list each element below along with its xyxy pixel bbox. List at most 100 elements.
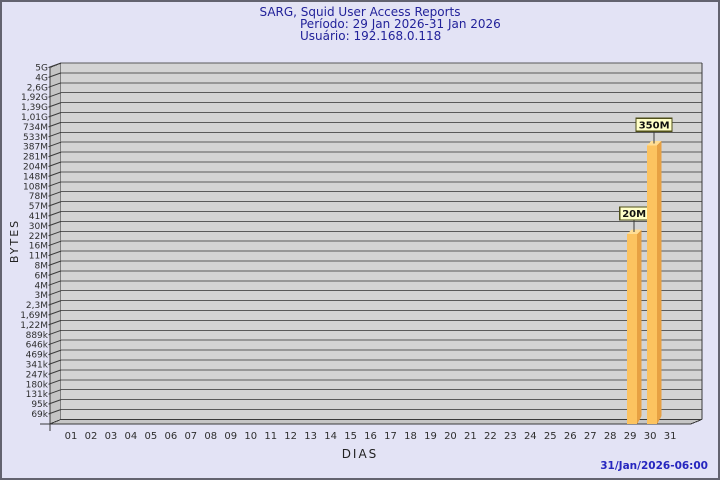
y-tick-label: 4G — [35, 73, 48, 83]
x-tick-label: 18 — [404, 431, 417, 442]
x-tick-label: 15 — [344, 431, 357, 442]
y-tick-label: 734M — [23, 123, 48, 133]
x-tick-label: 23 — [504, 431, 517, 442]
x-tick-label: 04 — [125, 431, 138, 442]
y-tick-label: 204M — [23, 163, 48, 173]
x-tick-label: 20 — [444, 431, 457, 442]
y-tick-label: 2,3M — [26, 301, 48, 311]
y-tick-connector — [48, 211, 62, 217]
y-tick-label: 533M — [23, 133, 48, 143]
x-tick-label: 26 — [564, 431, 577, 442]
y-tick-connector — [48, 399, 62, 405]
x-tick-label: 29 — [624, 431, 637, 442]
x-tick-label: 30 — [644, 431, 657, 442]
x-tick-label: 11 — [264, 431, 277, 442]
y-tick-connector — [48, 349, 62, 356]
y-tick-label: 180k — [26, 380, 49, 390]
y-tick-label: 5G — [35, 64, 48, 74]
y-tick-connector — [48, 260, 62, 266]
y-tick-label: 281M — [23, 153, 48, 163]
y-tick-connector — [48, 389, 62, 395]
y-tick-label: 11M — [29, 252, 48, 262]
y-tick-connector — [48, 72, 62, 78]
bar-front-face — [627, 233, 638, 424]
x-tick-label: 28 — [604, 431, 617, 442]
bar-day-29 — [627, 229, 642, 424]
bar-side-face — [657, 140, 662, 424]
y-tick-connector — [48, 230, 62, 237]
y-tick-connector — [48, 62, 62, 68]
x-tick-label: 17 — [384, 431, 397, 442]
x-tick-label: 24 — [524, 431, 537, 442]
y-tick-connector — [48, 151, 62, 158]
y-tick-connector — [48, 280, 62, 286]
y-tick-connector — [48, 161, 62, 167]
report-title: SARG, Squid User Access Reports — [259, 5, 461, 19]
y-tick-connector — [48, 171, 62, 177]
y-tick-connector — [48, 102, 62, 108]
y-tick-label: 78M — [29, 192, 48, 202]
y-tick-connector — [48, 290, 62, 296]
y-tick-label: 1,69M — [20, 311, 48, 321]
y-axis-title: BYTES — [8, 218, 21, 264]
x-tick-label: 05 — [145, 431, 158, 442]
y-tick-connector — [48, 379, 62, 385]
y-tick-connector — [48, 240, 62, 247]
y-tick-label: 247k — [26, 370, 49, 380]
x-tick-label: 27 — [584, 431, 597, 442]
y-tick-label: 2,6G — [27, 83, 48, 93]
x-tick-label: 06 — [164, 431, 177, 442]
bar-side-face — [637, 229, 642, 424]
y-tick-connector — [48, 220, 62, 227]
y-tick-connector — [48, 369, 62, 375]
x-tick-label: 19 — [424, 431, 437, 442]
y-tick-connector — [48, 121, 62, 128]
y-tick-label: 30M — [29, 222, 48, 232]
y-tick-label: 1,01G — [21, 113, 48, 123]
report-header: SARG, Squid User Access Reports Período:… — [2, 6, 718, 42]
y-tick-connector — [48, 359, 62, 365]
report-period: Período: 29 Jan 2026-31 Jan 2026 — [300, 17, 501, 31]
y-tick-label: 6M — [35, 271, 49, 281]
y-tick-connector — [48, 409, 62, 415]
y-tick-connector — [48, 300, 62, 306]
y-tick-connector — [48, 131, 62, 138]
x-tick-label: 09 — [224, 431, 237, 442]
y-tick-connector — [48, 270, 62, 276]
bar-value-label: 350M — [639, 120, 670, 131]
y-tick-connector — [48, 191, 62, 197]
x-tick-label: 14 — [324, 431, 337, 442]
y-tick-label: 469k — [26, 351, 49, 361]
y-tick-connector — [48, 141, 62, 148]
report-user: Usuário: 192.168.0.118 — [300, 29, 442, 43]
y-tick-label: 16M — [29, 242, 48, 252]
y-tick-label: 387M — [23, 143, 48, 153]
y-tick-connector — [48, 310, 62, 316]
x-axis-floor — [49, 418, 703, 425]
y-tick-label: 69k — [31, 410, 48, 420]
y-tick-label: 108M — [23, 182, 48, 192]
y-tick-connector — [48, 319, 62, 326]
y-tick-connector — [48, 82, 62, 88]
y-tick-label: 131k — [26, 390, 49, 400]
y-tick-label: 4M — [35, 281, 49, 291]
x-tick-label: 07 — [184, 431, 197, 442]
y-tick-label: 1,39G — [21, 103, 48, 113]
y-tick-label: 1,92G — [21, 93, 48, 103]
y-tick-connector — [48, 339, 62, 346]
y-tick-label: 889k — [26, 331, 49, 341]
x-axis-title: DIAS — [341, 447, 379, 461]
bar-value-label-box — [635, 117, 673, 132]
y-tick-label: 95k — [31, 400, 48, 410]
x-tick-label: 10 — [244, 431, 257, 442]
bar-front-face — [647, 145, 658, 424]
x-tick-label: 21 — [464, 431, 477, 442]
x-tick-label: 02 — [85, 431, 98, 442]
bar-day-30 — [647, 140, 662, 424]
x-tick-label: 16 — [364, 431, 377, 442]
y-tick-connector — [48, 92, 62, 98]
y-tick-label: 57M — [29, 202, 48, 212]
